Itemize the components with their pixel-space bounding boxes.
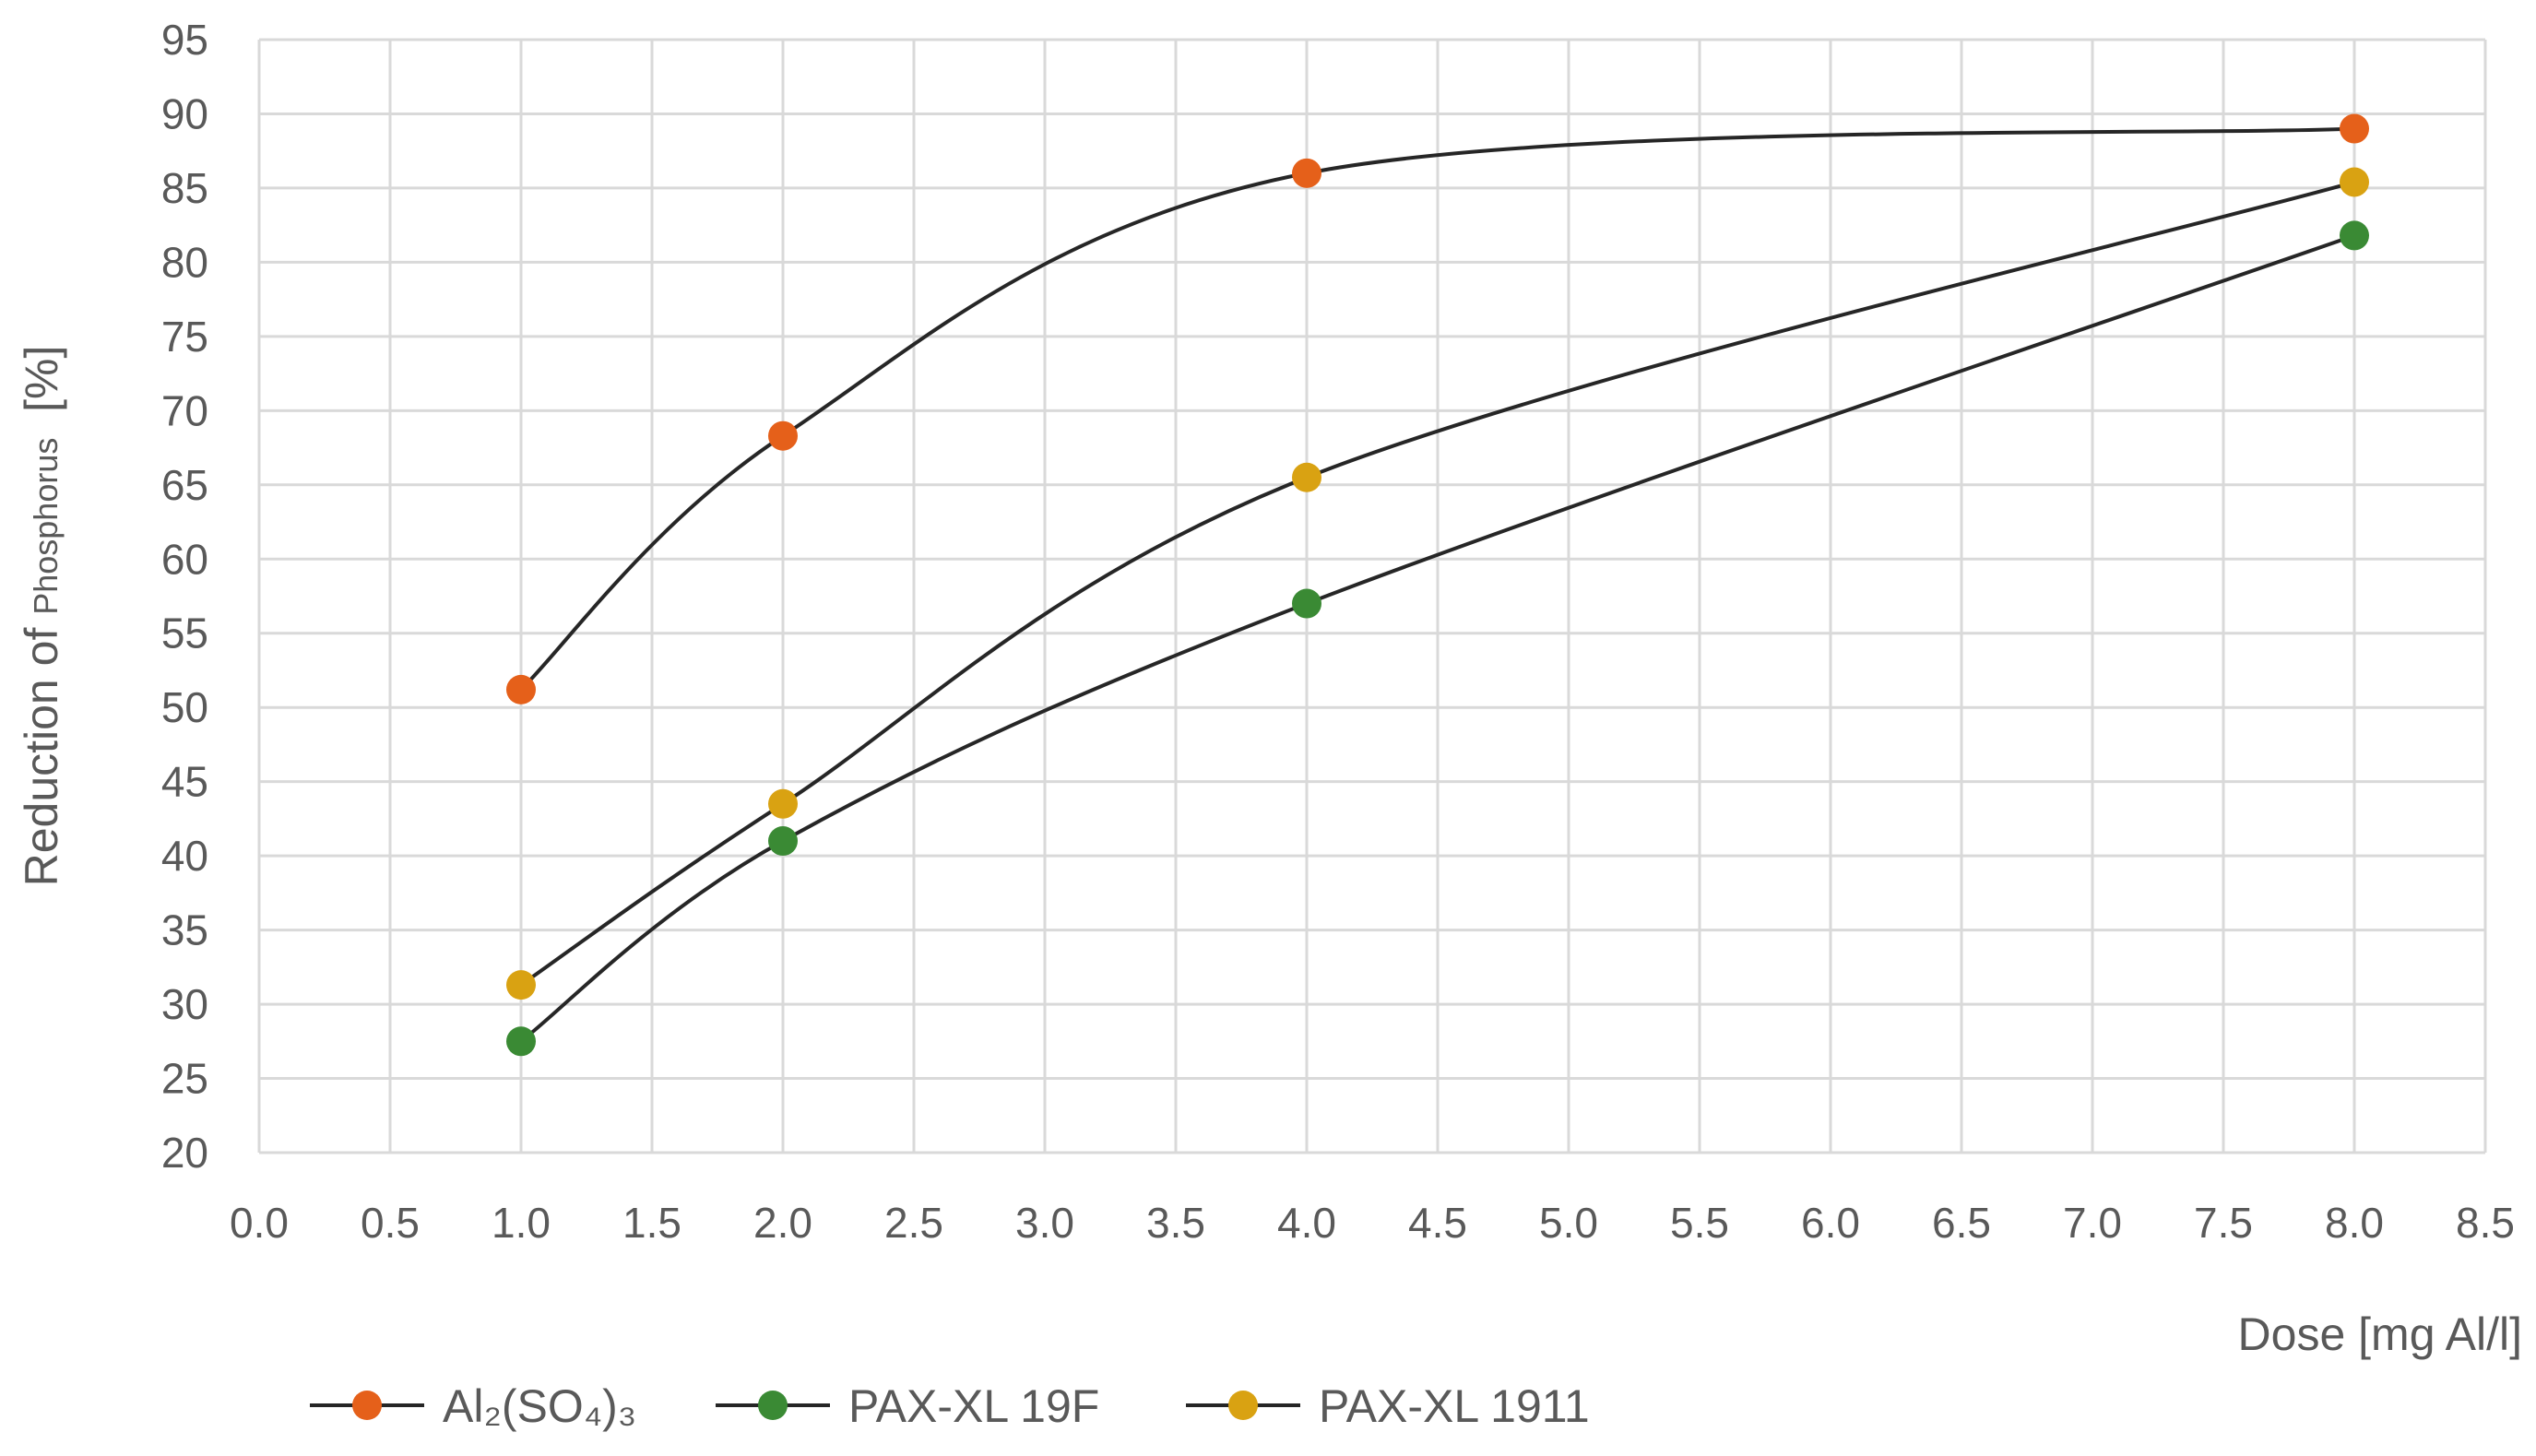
x-tick-label: 6.0 bbox=[1801, 1199, 1860, 1247]
x-tick-label: 2.0 bbox=[753, 1199, 812, 1247]
x-tick-label: 3.5 bbox=[1146, 1199, 1205, 1247]
x-tick-label: 5.5 bbox=[1670, 1199, 1729, 1247]
y-tick-label: 40 bbox=[161, 832, 208, 880]
y-axis-title-unit: [%] bbox=[16, 346, 67, 438]
y-tick-label: 85 bbox=[161, 164, 208, 212]
x-tick-label: 3.0 bbox=[1015, 1199, 1074, 1247]
x-tick-label: 7.5 bbox=[2194, 1199, 2253, 1247]
y-tick-label: 20 bbox=[161, 1129, 208, 1177]
data-point-series-1 bbox=[768, 826, 798, 857]
legend-label: PAX-XL 1911 bbox=[1319, 1380, 1590, 1432]
series-markers bbox=[506, 113, 2369, 1057]
y-tick-label: 35 bbox=[161, 906, 208, 954]
x-axis-tick-labels: 0.0 0.5 1.0 1.5 2.0 2.5 3.0 3.5 4.0 4.5 5.0 5.5 6.0 6… bbox=[230, 1199, 2515, 1247]
y-tick-label: 50 bbox=[161, 683, 208, 731]
x-tick-label: 6.5 bbox=[1932, 1199, 1991, 1247]
x-tick-label: 1.0 bbox=[492, 1199, 551, 1247]
data-point-series-2 bbox=[1292, 462, 1321, 492]
y-tick-label: 65 bbox=[161, 461, 208, 509]
data-point-series-1 bbox=[2340, 220, 2369, 251]
x-axis-title: Dose [mg Al/l] bbox=[2238, 1308, 2522, 1360]
legend: Al₂(SO₄)₃ PAX-XL 19F PAX-XL 1911 bbox=[310, 1380, 1590, 1432]
y-tick-label: 95 bbox=[161, 16, 208, 64]
legend-label: PAX-XL 19F bbox=[848, 1380, 1099, 1432]
y-tick-label: 45 bbox=[161, 758, 208, 806]
x-tick-label: 5.0 bbox=[1539, 1199, 1598, 1247]
series-line-1 bbox=[519, 233, 2355, 1043]
series-line-0 bbox=[519, 126, 2355, 692]
y-axis-title-main: Reduction of bbox=[16, 615, 67, 887]
y-tick-label: 60 bbox=[161, 535, 208, 583]
data-point-series-1 bbox=[1292, 588, 1321, 619]
y-tick-label: 70 bbox=[161, 386, 208, 434]
legend-label: Al₂(SO₄)₃ bbox=[443, 1380, 636, 1432]
data-point-series-2 bbox=[506, 970, 536, 1000]
y-axis-title: Reduction of Phosphorus [%] bbox=[16, 346, 67, 887]
data-point-series-0 bbox=[768, 420, 798, 451]
y-tick-label: 55 bbox=[161, 610, 208, 657]
y-tick-label: 25 bbox=[161, 1055, 208, 1103]
series-lines bbox=[519, 126, 2355, 1043]
data-point-series-0 bbox=[2340, 113, 2369, 144]
data-point-series-0 bbox=[506, 674, 536, 704]
y-tick-label: 75 bbox=[161, 313, 208, 361]
legend-marker bbox=[1228, 1391, 1258, 1420]
y-tick-label: 30 bbox=[161, 980, 208, 1028]
data-point-series-1 bbox=[506, 1026, 536, 1057]
x-tick-label: 8.5 bbox=[2456, 1199, 2515, 1247]
data-point-series-2 bbox=[768, 788, 798, 819]
legend-marker bbox=[352, 1391, 382, 1420]
y-tick-label: 80 bbox=[161, 238, 208, 286]
gridlines bbox=[257, 38, 2487, 1154]
y-axis-title-small: Phosphorus bbox=[27, 438, 65, 615]
legend-marker bbox=[758, 1391, 788, 1420]
x-tick-label: 0.0 bbox=[230, 1199, 289, 1247]
x-tick-label: 8.0 bbox=[2325, 1199, 2384, 1247]
data-point-series-2 bbox=[2340, 167, 2369, 197]
x-tick-label: 4.5 bbox=[1408, 1199, 1467, 1247]
x-tick-label: 7.0 bbox=[2063, 1199, 2122, 1247]
x-tick-label: 1.5 bbox=[622, 1199, 681, 1247]
data-point-series-0 bbox=[1292, 158, 1321, 188]
x-tick-label: 0.5 bbox=[361, 1199, 420, 1247]
x-tick-label: 2.5 bbox=[884, 1199, 943, 1247]
y-tick-label: 90 bbox=[161, 89, 208, 137]
y-axis-tick-labels: 20 25 30 35 40 45 50 55 60 65 70 75 80 85 90 95 bbox=[161, 16, 208, 1177]
series-line-2 bbox=[519, 180, 2355, 987]
x-tick-label: 4.0 bbox=[1277, 1199, 1336, 1247]
